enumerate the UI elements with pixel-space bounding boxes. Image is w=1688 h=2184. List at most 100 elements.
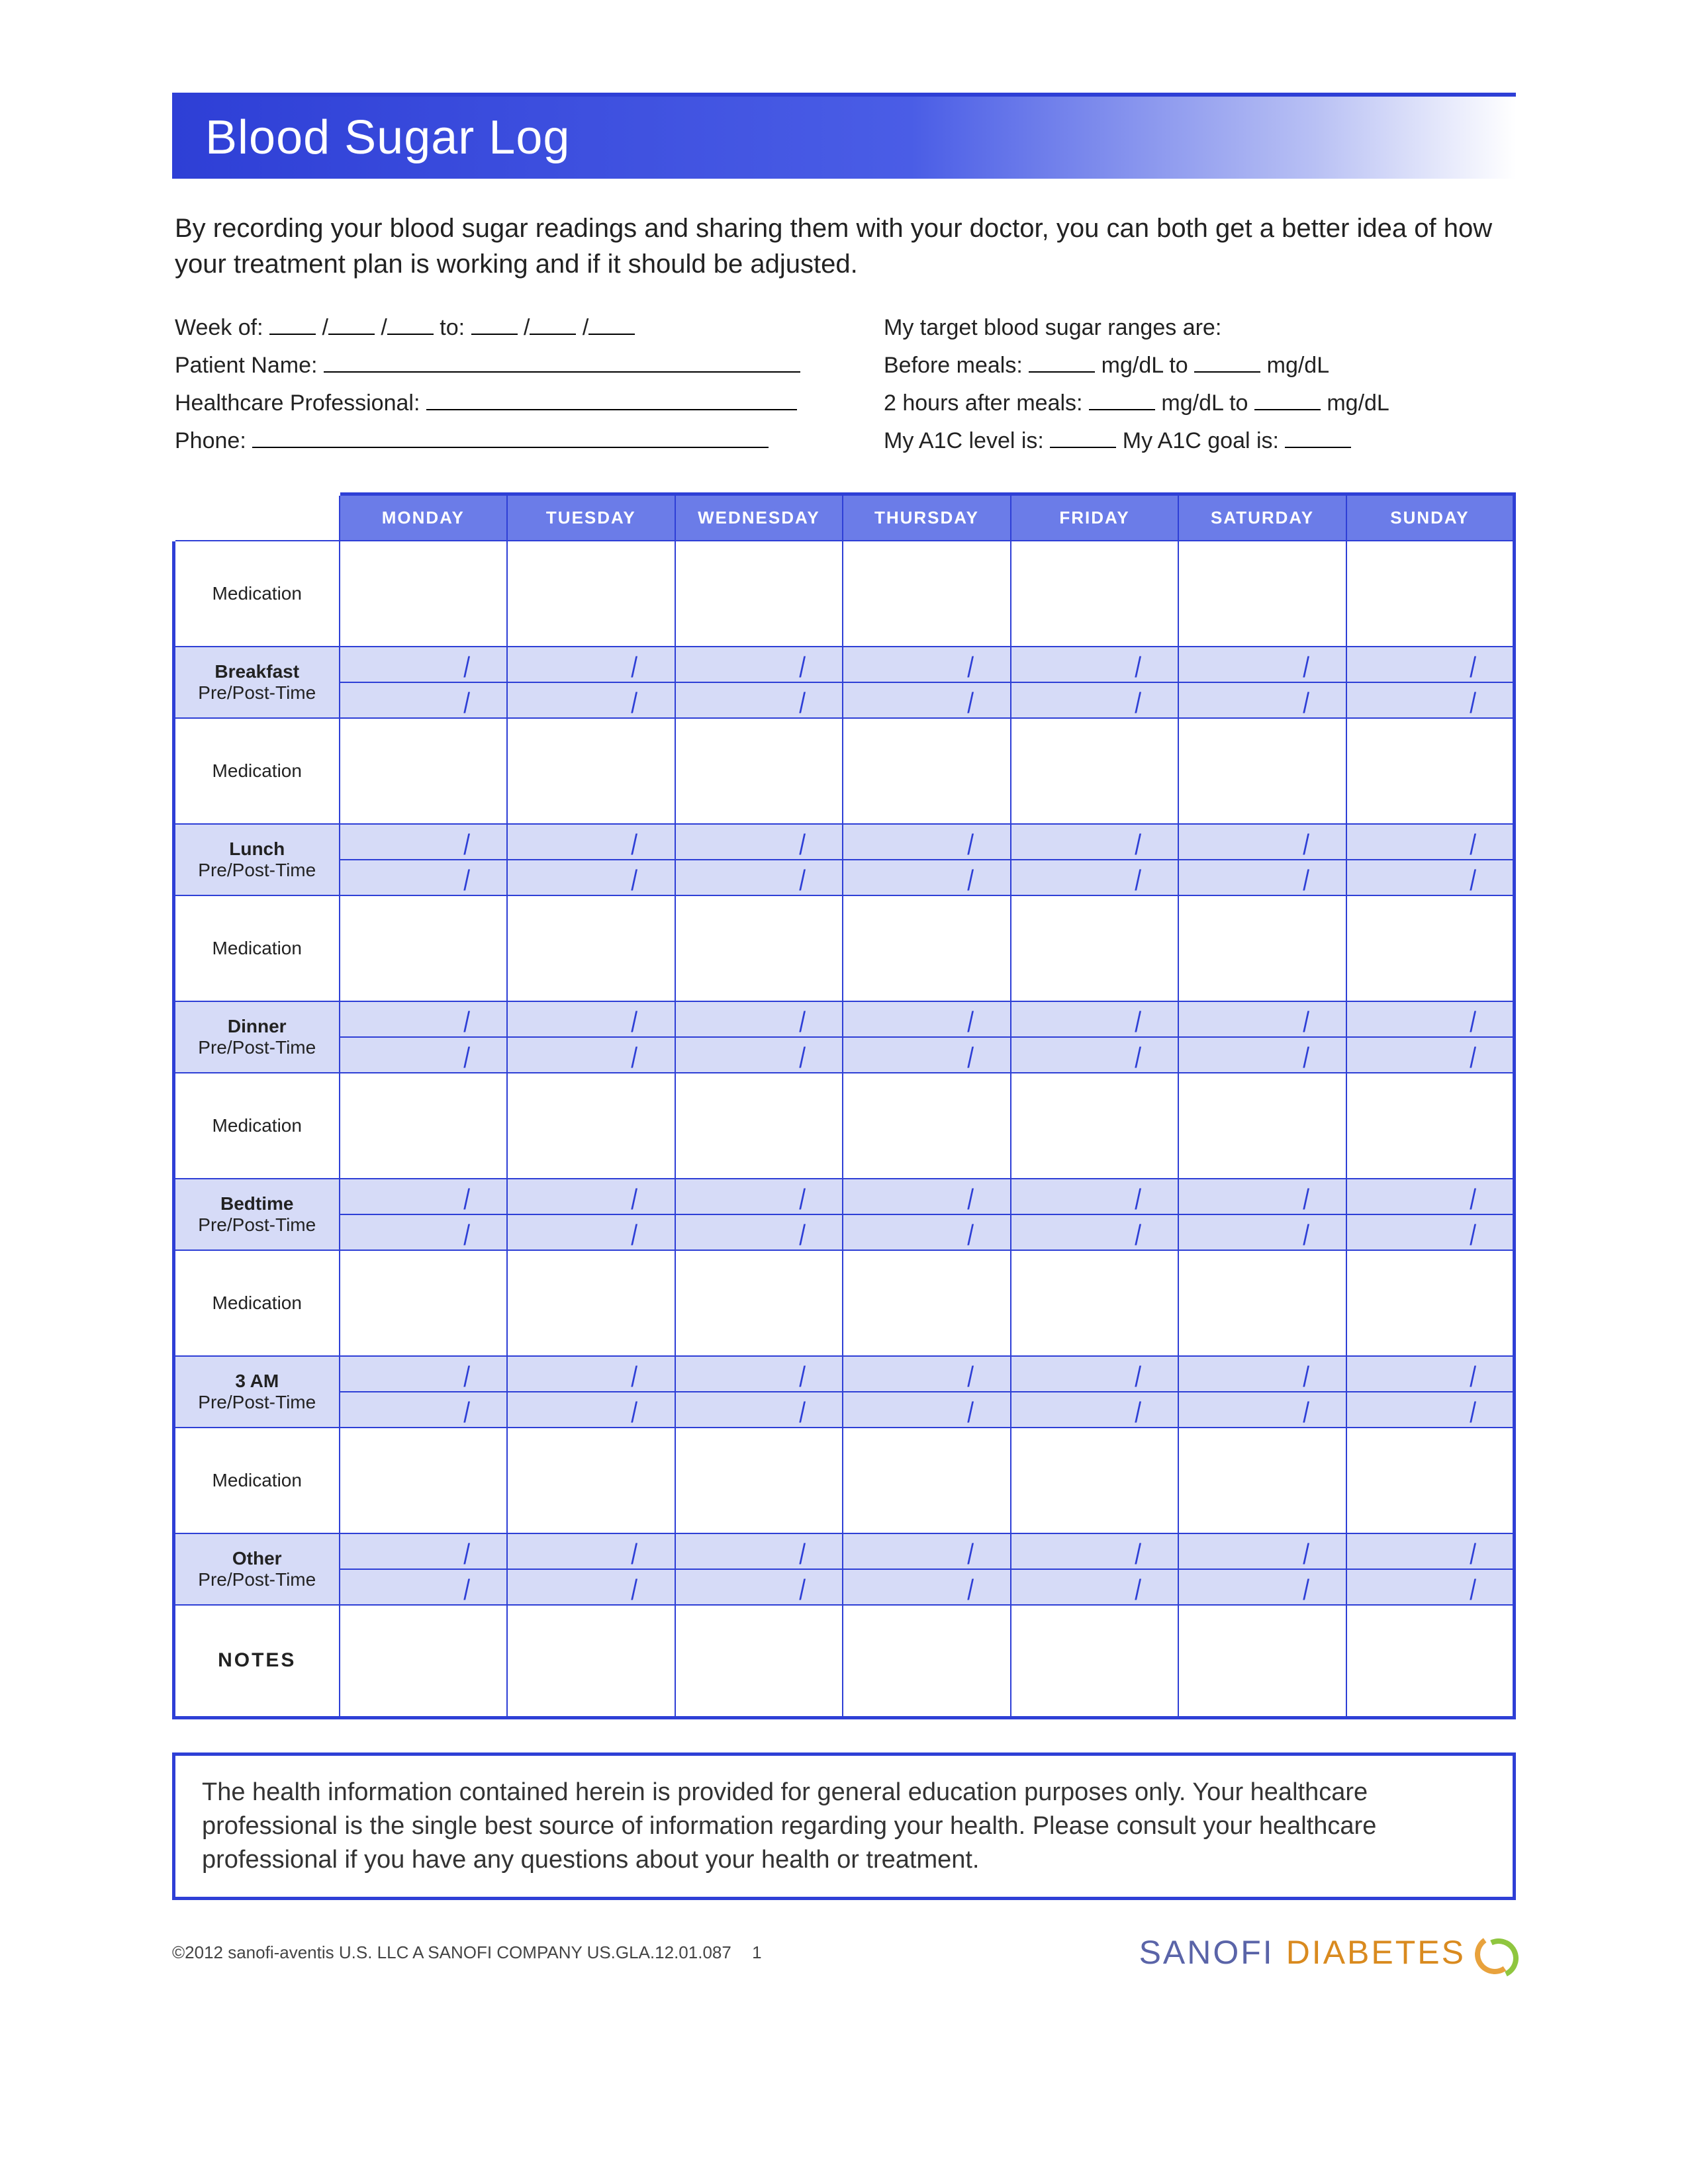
meal-cell[interactable]: / <box>843 682 1011 718</box>
meal-cell[interactable]: / <box>1011 1569 1179 1605</box>
meal-cell[interactable]: / <box>507 1533 675 1569</box>
meal-cell[interactable]: / <box>1178 682 1346 718</box>
meal-cell[interactable]: / <box>1178 824 1346 860</box>
meal-cell[interactable]: / <box>675 860 843 895</box>
med-cell[interactable] <box>1178 895 1346 1001</box>
meal-cell[interactable]: / <box>1178 1392 1346 1428</box>
med-cell[interactable] <box>1011 1428 1179 1533</box>
med-cell[interactable] <box>843 1250 1011 1356</box>
meal-cell[interactable]: / <box>1346 1569 1515 1605</box>
blank[interactable] <box>1194 354 1260 373</box>
med-cell[interactable] <box>1346 718 1515 824</box>
med-cell[interactable] <box>507 1073 675 1179</box>
meal-cell[interactable]: / <box>507 1356 675 1392</box>
blank[interactable] <box>426 392 797 410</box>
med-cell[interactable] <box>1011 1250 1179 1356</box>
meal-cell[interactable]: / <box>843 860 1011 895</box>
meal-cell[interactable]: / <box>507 1179 675 1214</box>
meal-cell[interactable]: / <box>843 1569 1011 1605</box>
meal-cell[interactable]: / <box>675 1214 843 1250</box>
med-cell[interactable] <box>340 1250 508 1356</box>
meal-cell[interactable]: / <box>340 682 508 718</box>
meal-cell[interactable]: / <box>675 647 843 682</box>
med-cell[interactable] <box>1346 541 1515 647</box>
med-cell[interactable] <box>1178 1073 1346 1179</box>
meal-cell[interactable]: / <box>340 1392 508 1428</box>
med-cell[interactable] <box>675 1428 843 1533</box>
meal-cell[interactable]: / <box>1178 1179 1346 1214</box>
meal-cell[interactable]: / <box>843 1356 1011 1392</box>
meal-cell[interactable]: / <box>1346 860 1515 895</box>
meal-cell[interactable]: / <box>843 1001 1011 1037</box>
meal-cell[interactable]: / <box>843 1533 1011 1569</box>
med-cell[interactable] <box>675 1073 843 1179</box>
meal-cell[interactable]: / <box>843 824 1011 860</box>
meal-cell[interactable]: / <box>1346 1037 1515 1073</box>
meal-cell[interactable]: / <box>843 1392 1011 1428</box>
meal-cell[interactable]: / <box>1178 1356 1346 1392</box>
med-cell[interactable] <box>1178 1428 1346 1533</box>
meal-cell[interactable]: / <box>340 1356 508 1392</box>
med-cell[interactable] <box>843 1073 1011 1179</box>
med-cell[interactable] <box>675 541 843 647</box>
meal-cell[interactable]: / <box>843 647 1011 682</box>
meal-cell[interactable]: / <box>1011 1356 1179 1392</box>
meal-cell[interactable]: / <box>1178 1214 1346 1250</box>
blank[interactable] <box>269 316 316 335</box>
blank[interactable] <box>1254 392 1321 410</box>
meal-cell[interactable]: / <box>340 1569 508 1605</box>
notes-cell[interactable] <box>1346 1605 1515 1717</box>
blank[interactable] <box>1089 392 1155 410</box>
meal-cell[interactable]: / <box>1346 647 1515 682</box>
meal-cell[interactable]: / <box>1011 824 1179 860</box>
med-cell[interactable] <box>1346 1073 1515 1179</box>
meal-cell[interactable]: / <box>1011 1001 1179 1037</box>
blank[interactable] <box>1050 430 1116 448</box>
meal-cell[interactable]: / <box>1178 647 1346 682</box>
meal-cell[interactable]: / <box>1346 1214 1515 1250</box>
meal-cell[interactable]: / <box>340 647 508 682</box>
med-cell[interactable] <box>340 1073 508 1179</box>
meal-cell[interactable]: / <box>675 1037 843 1073</box>
med-cell[interactable] <box>1011 718 1179 824</box>
med-cell[interactable] <box>1011 1073 1179 1179</box>
meal-cell[interactable]: / <box>1011 1179 1179 1214</box>
med-cell[interactable] <box>1178 718 1346 824</box>
meal-cell[interactable]: / <box>1178 1001 1346 1037</box>
meal-cell[interactable]: / <box>675 1569 843 1605</box>
meal-cell[interactable]: / <box>1011 1037 1179 1073</box>
meal-cell[interactable]: / <box>1346 1179 1515 1214</box>
meal-cell[interactable]: / <box>340 1533 508 1569</box>
meal-cell[interactable]: / <box>1178 1533 1346 1569</box>
notes-cell[interactable] <box>675 1605 843 1717</box>
meal-cell[interactable]: / <box>507 1037 675 1073</box>
meal-cell[interactable]: / <box>1011 647 1179 682</box>
meal-cell[interactable]: / <box>675 1356 843 1392</box>
meal-cell[interactable]: / <box>1011 682 1179 718</box>
blank[interactable] <box>530 316 576 335</box>
med-cell[interactable] <box>1346 1250 1515 1356</box>
med-cell[interactable] <box>507 895 675 1001</box>
meal-cell[interactable]: / <box>340 1001 508 1037</box>
med-cell[interactable] <box>507 541 675 647</box>
med-cell[interactable] <box>675 718 843 824</box>
meal-cell[interactable]: / <box>507 1392 675 1428</box>
meal-cell[interactable]: / <box>1346 1356 1515 1392</box>
meal-cell[interactable]: / <box>1178 1037 1346 1073</box>
blank[interactable] <box>252 430 769 448</box>
med-cell[interactable] <box>340 718 508 824</box>
med-cell[interactable] <box>507 1428 675 1533</box>
meal-cell[interactable]: / <box>340 1037 508 1073</box>
meal-cell[interactable]: / <box>340 860 508 895</box>
meal-cell[interactable]: / <box>1346 682 1515 718</box>
med-cell[interactable] <box>843 541 1011 647</box>
meal-cell[interactable]: / <box>507 1214 675 1250</box>
meal-cell[interactable]: / <box>843 1179 1011 1214</box>
blank[interactable] <box>1029 354 1095 373</box>
notes-cell[interactable] <box>1011 1605 1179 1717</box>
blank[interactable] <box>387 316 434 335</box>
meal-cell[interactable]: / <box>1011 1214 1179 1250</box>
med-cell[interactable] <box>675 895 843 1001</box>
meal-cell[interactable]: / <box>843 1037 1011 1073</box>
notes-cell[interactable] <box>843 1605 1011 1717</box>
